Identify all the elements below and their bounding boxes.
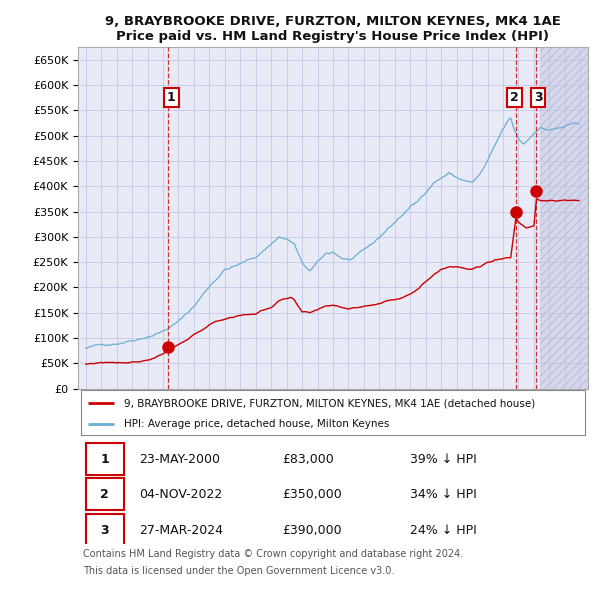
Text: HPI: Average price, detached house, Milton Keynes: HPI: Average price, detached house, Milt… bbox=[124, 419, 389, 429]
Text: 9, BRAYBROOKE DRIVE, FURZTON, MILTON KEYNES, MK4 1AE (detached house): 9, BRAYBROOKE DRIVE, FURZTON, MILTON KEY… bbox=[124, 398, 535, 408]
Text: £390,000: £390,000 bbox=[282, 524, 341, 537]
Text: £83,000: £83,000 bbox=[282, 453, 334, 466]
Text: 24% ↓ HPI: 24% ↓ HPI bbox=[409, 524, 476, 537]
FancyBboxPatch shape bbox=[86, 514, 124, 546]
Text: 3: 3 bbox=[534, 91, 542, 104]
Text: 1: 1 bbox=[100, 453, 109, 466]
Text: 2: 2 bbox=[510, 91, 519, 104]
Text: 27-MAR-2024: 27-MAR-2024 bbox=[139, 524, 223, 537]
Text: £350,000: £350,000 bbox=[282, 488, 342, 501]
Text: 39% ↓ HPI: 39% ↓ HPI bbox=[409, 453, 476, 466]
Text: 04-NOV-2022: 04-NOV-2022 bbox=[139, 488, 223, 501]
FancyBboxPatch shape bbox=[80, 390, 586, 435]
Text: 2: 2 bbox=[100, 488, 109, 501]
FancyBboxPatch shape bbox=[86, 478, 124, 510]
Text: 34% ↓ HPI: 34% ↓ HPI bbox=[409, 488, 476, 501]
Text: Contains HM Land Registry data © Crown copyright and database right 2024.: Contains HM Land Registry data © Crown c… bbox=[83, 549, 463, 559]
Bar bbox=[541, 47, 588, 389]
Text: 1: 1 bbox=[167, 91, 176, 104]
Text: 3: 3 bbox=[100, 524, 109, 537]
FancyBboxPatch shape bbox=[86, 443, 124, 475]
Text: This data is licensed under the Open Government Licence v3.0.: This data is licensed under the Open Gov… bbox=[83, 566, 394, 576]
Text: 23-MAY-2000: 23-MAY-2000 bbox=[139, 453, 220, 466]
Title: 9, BRAYBROOKE DRIVE, FURZTON, MILTON KEYNES, MK4 1AE
Price paid vs. HM Land Regi: 9, BRAYBROOKE DRIVE, FURZTON, MILTON KEY… bbox=[105, 15, 561, 43]
